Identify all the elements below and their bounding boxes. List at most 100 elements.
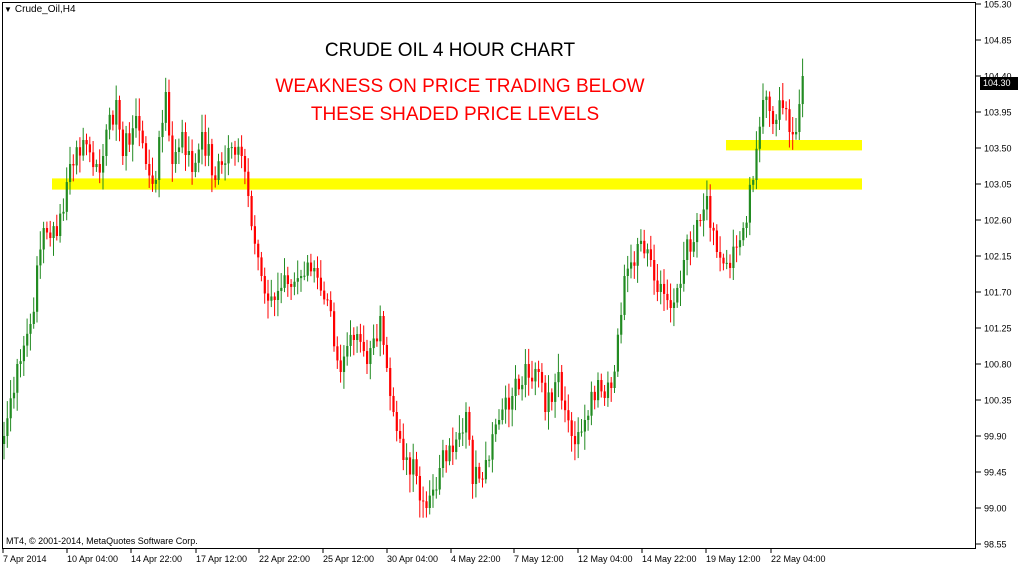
- candle: [560, 364, 563, 410]
- candle: [725, 249, 728, 270]
- candle: [62, 198, 65, 221]
- candle: [75, 140, 78, 175]
- candle: [636, 237, 639, 283]
- candle: [451, 427, 454, 465]
- candle: [468, 406, 471, 446]
- candle: [32, 297, 35, 329]
- candle: [408, 452, 412, 493]
- candle: [722, 253, 725, 271]
- candle: [514, 365, 517, 411]
- candle: [336, 336, 339, 369]
- candle: [682, 241, 685, 292]
- shaded-zones: [52, 140, 862, 190]
- candle: [55, 214, 58, 241]
- candle: [570, 412, 573, 452]
- candle: [402, 423, 405, 471]
- candle: [613, 365, 616, 394]
- candle: [755, 131, 758, 190]
- candle: [168, 79, 171, 142]
- x-tick-label: 14 Apr 22:00: [131, 554, 182, 564]
- candle: [507, 383, 511, 428]
- candle: [12, 376, 16, 409]
- candle: [544, 375, 547, 421]
- candle: [564, 386, 567, 423]
- candle: [732, 229, 735, 280]
- candle: [705, 180, 709, 221]
- candle: [240, 135, 243, 169]
- candle: [573, 421, 577, 461]
- candle: [158, 130, 161, 198]
- y-tick-label: 99.00: [984, 504, 1007, 514]
- candle: [540, 363, 544, 393]
- candle: [626, 255, 629, 293]
- chart-window-title[interactable]: ▼ Crude_Oil,H4: [4, 4, 76, 15]
- candle: [412, 443, 415, 492]
- candle: [580, 418, 583, 437]
- candle: [557, 353, 560, 398]
- candle: [672, 288, 676, 327]
- candle: [224, 145, 227, 181]
- candle: [356, 326, 359, 353]
- shaded-zone: [726, 140, 862, 151]
- candle: [610, 377, 613, 402]
- candle: [498, 409, 501, 430]
- candle: [524, 349, 527, 398]
- candle: [141, 120, 144, 149]
- candle: [138, 98, 141, 147]
- candle: [151, 157, 154, 192]
- candle: [633, 251, 636, 279]
- candle: [237, 138, 240, 163]
- candle: [69, 146, 72, 195]
- candle: [346, 332, 349, 366]
- candle: [587, 410, 590, 431]
- candle: [590, 381, 593, 426]
- candle: [118, 95, 121, 142]
- chart-title: CRUDE OIL 4 HOUR CHART: [324, 40, 576, 61]
- candle: [316, 256, 319, 290]
- x-tick-label: 30 Apr 04:00: [387, 554, 438, 564]
- y-tick-label: 98.55: [984, 540, 1007, 550]
- y-tick-label: 101.70: [984, 288, 1012, 298]
- candle: [362, 325, 365, 357]
- candle: [111, 110, 115, 131]
- dropdown-triangle-icon[interactable]: ▼: [4, 5, 12, 14]
- candle: [748, 176, 751, 236]
- candle: [663, 269, 666, 311]
- candle: [791, 117, 794, 150]
- candle: [646, 243, 649, 267]
- candle: [300, 269, 303, 292]
- copyright-text: MT4, © 2001-2014, MetaQuotes Software Co…: [6, 536, 198, 546]
- candle: [399, 419, 402, 444]
- candle: [521, 376, 524, 401]
- candle: [616, 328, 619, 377]
- y-tick-label: 101.25: [984, 324, 1012, 334]
- candle: [418, 466, 421, 518]
- x-tick-label: 10 Apr 04:00: [67, 554, 118, 564]
- candle: [88, 136, 91, 163]
- candle: [432, 474, 435, 508]
- candle: [692, 224, 695, 258]
- x-tick-label: 7 May 12:00: [514, 554, 564, 564]
- candle: [45, 221, 49, 240]
- candle: [534, 362, 537, 396]
- candle: [273, 292, 276, 317]
- candle: [583, 404, 586, 450]
- candle: [778, 87, 781, 131]
- candle: [115, 85, 118, 141]
- candle: [217, 153, 220, 185]
- candle: [382, 311, 385, 355]
- candle: [290, 279, 293, 300]
- candle: [19, 349, 22, 378]
- candle: [603, 384, 606, 406]
- y-tick-label: 103.95: [984, 108, 1012, 118]
- candle: [738, 231, 742, 256]
- candle: [679, 270, 682, 307]
- candle: [593, 385, 596, 410]
- x-tick-label: 4 May 22:00: [451, 554, 501, 564]
- candle: [445, 444, 448, 473]
- candle: [309, 253, 313, 277]
- x-tick-label: 14 May 22:00: [642, 554, 697, 564]
- candle: [448, 438, 451, 466]
- candle: [775, 114, 778, 137]
